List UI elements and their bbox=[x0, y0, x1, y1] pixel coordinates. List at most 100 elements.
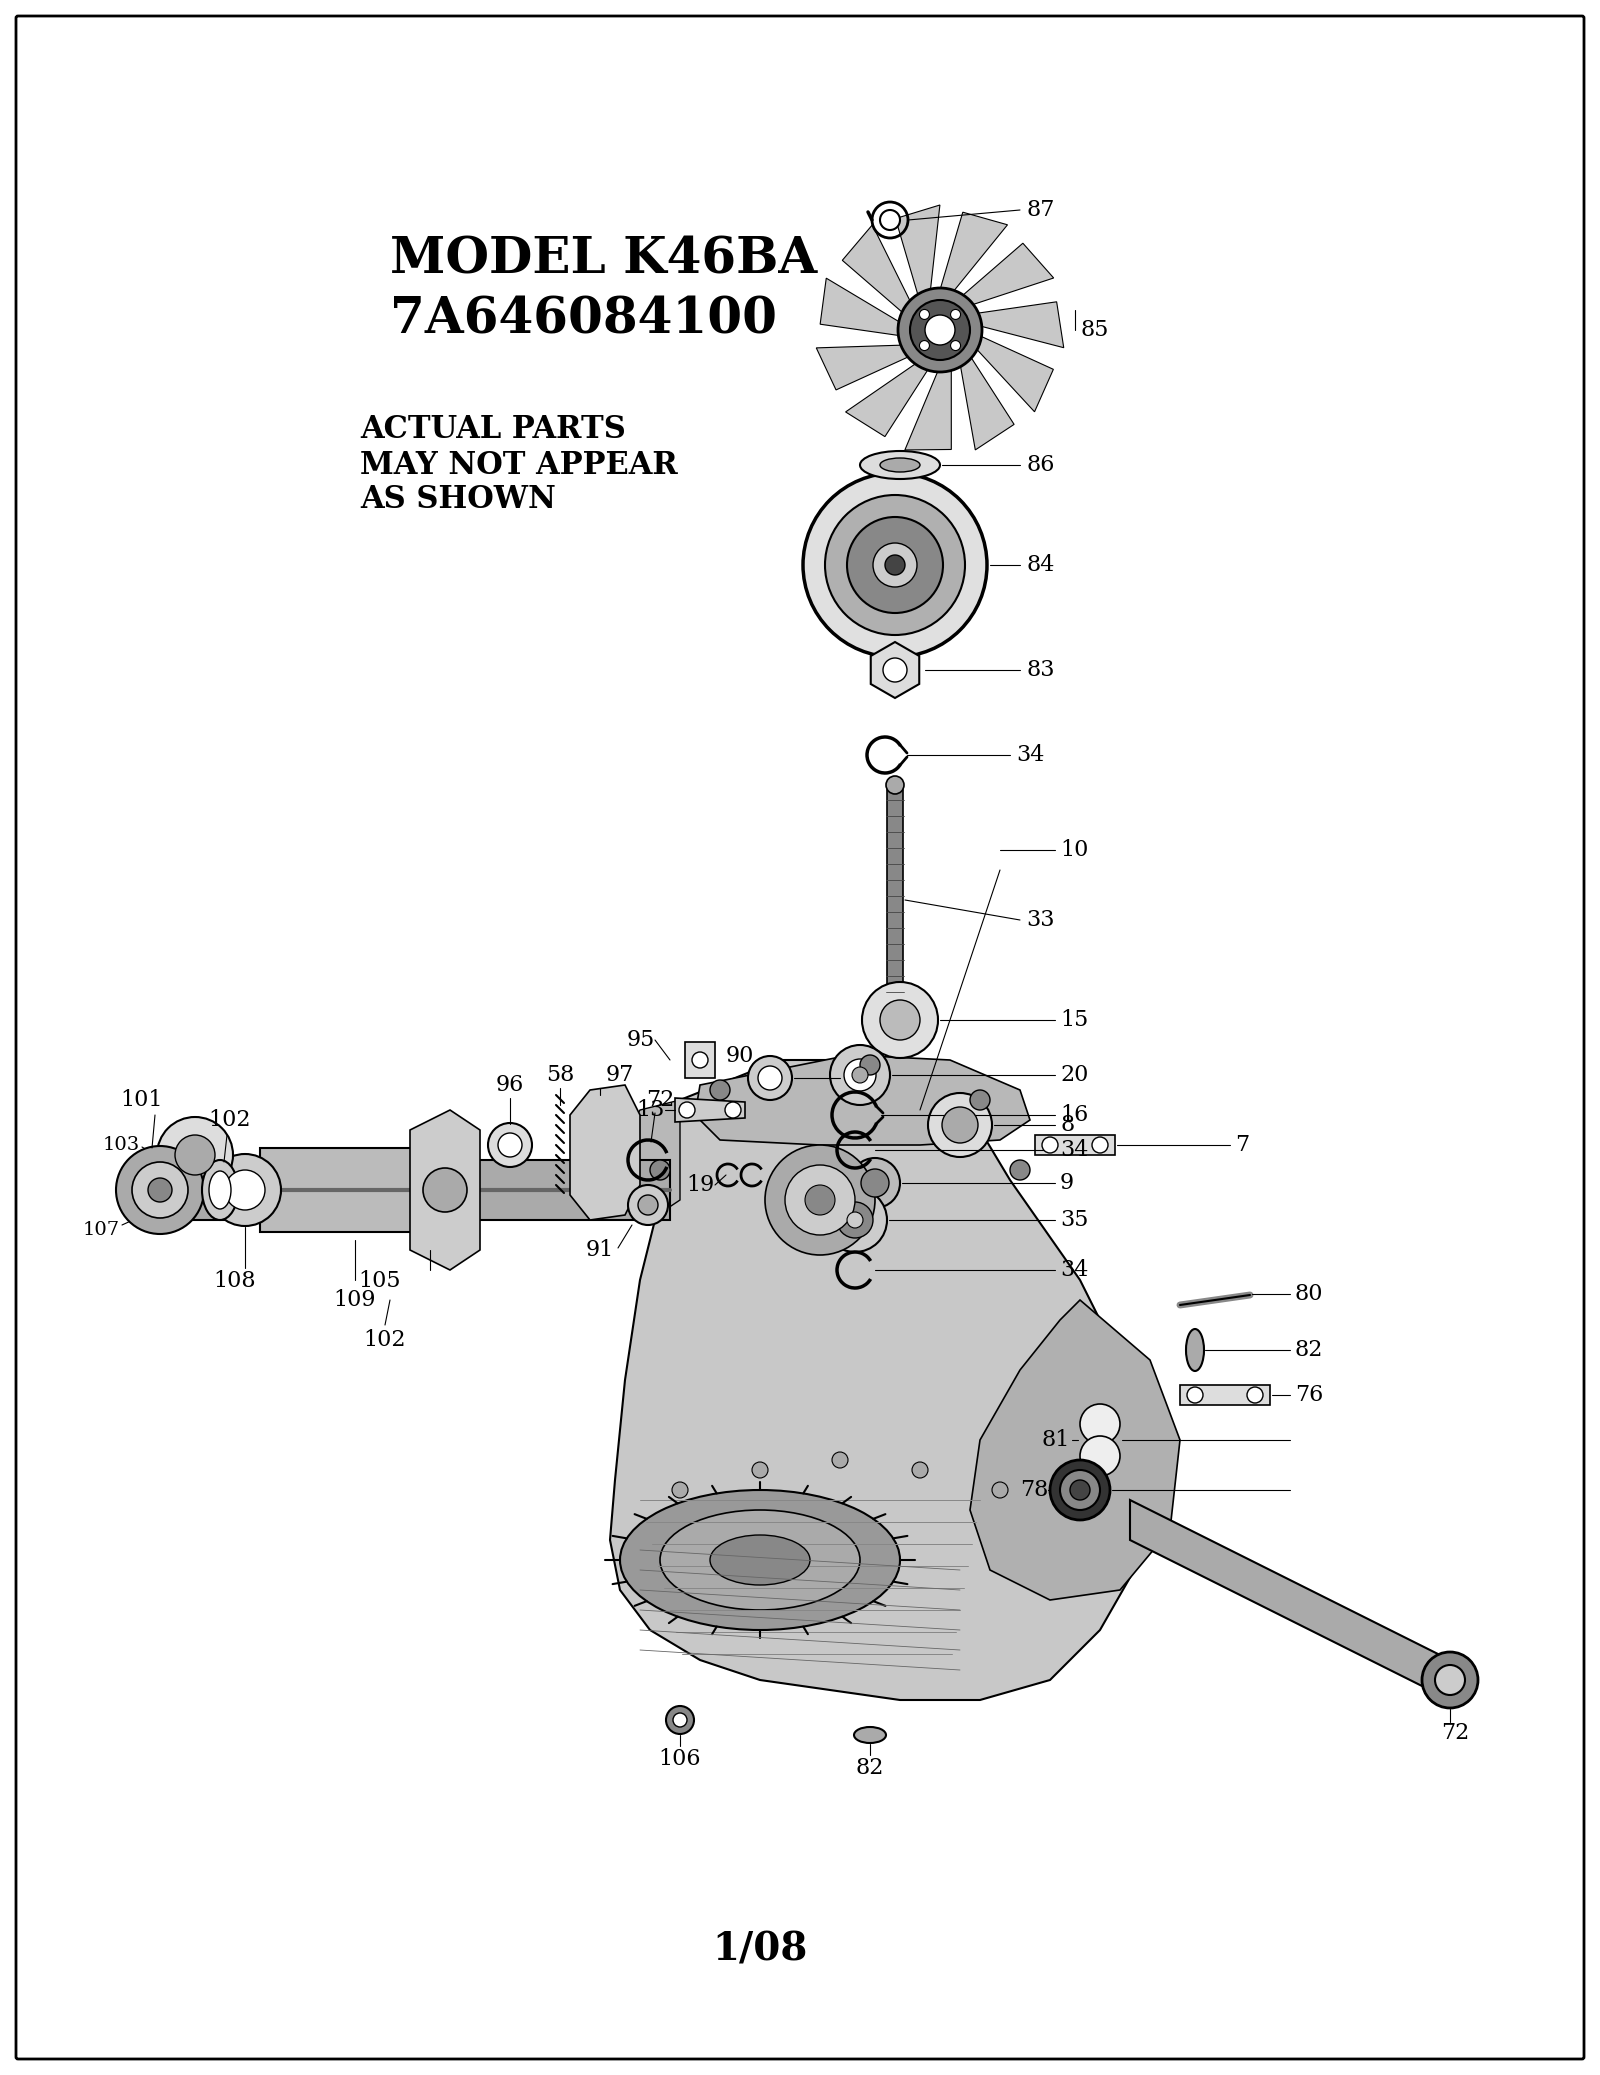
Text: 107: 107 bbox=[83, 1220, 120, 1239]
Polygon shape bbox=[958, 243, 1054, 305]
Circle shape bbox=[830, 1046, 890, 1106]
Text: 58: 58 bbox=[546, 1064, 574, 1085]
Text: 106: 106 bbox=[659, 1747, 701, 1770]
Circle shape bbox=[115, 1145, 205, 1235]
Circle shape bbox=[725, 1102, 741, 1118]
Circle shape bbox=[157, 1116, 234, 1193]
Polygon shape bbox=[614, 1100, 680, 1220]
Text: 1/08: 1/08 bbox=[712, 1932, 808, 1969]
Text: 83: 83 bbox=[1026, 660, 1054, 681]
Circle shape bbox=[883, 658, 907, 683]
Text: 102: 102 bbox=[208, 1108, 251, 1131]
Circle shape bbox=[912, 1463, 928, 1477]
Circle shape bbox=[850, 1158, 899, 1208]
Text: 20: 20 bbox=[1059, 1064, 1088, 1085]
Polygon shape bbox=[906, 363, 952, 450]
Circle shape bbox=[920, 340, 930, 351]
Polygon shape bbox=[570, 1085, 640, 1220]
Polygon shape bbox=[259, 1147, 450, 1233]
Circle shape bbox=[885, 554, 906, 575]
Polygon shape bbox=[845, 361, 931, 436]
Circle shape bbox=[650, 1160, 670, 1181]
Text: AS SHOWN: AS SHOWN bbox=[360, 483, 555, 515]
Polygon shape bbox=[886, 791, 902, 1011]
Text: 33: 33 bbox=[1026, 909, 1054, 932]
Text: 82: 82 bbox=[1294, 1338, 1323, 1361]
Text: 15: 15 bbox=[1059, 1008, 1088, 1031]
Text: 76: 76 bbox=[1294, 1384, 1323, 1407]
Circle shape bbox=[837, 1201, 874, 1239]
Polygon shape bbox=[1130, 1500, 1450, 1699]
Circle shape bbox=[880, 210, 899, 230]
Circle shape bbox=[822, 1189, 886, 1251]
Text: 86: 86 bbox=[1026, 454, 1054, 475]
Ellipse shape bbox=[661, 1511, 861, 1610]
Circle shape bbox=[1422, 1652, 1478, 1708]
Text: 109: 109 bbox=[334, 1289, 376, 1311]
Polygon shape bbox=[842, 224, 912, 317]
Circle shape bbox=[992, 1482, 1008, 1498]
Circle shape bbox=[488, 1123, 531, 1166]
Polygon shape bbox=[821, 278, 906, 336]
Text: MAY NOT APPEAR: MAY NOT APPEAR bbox=[360, 450, 678, 481]
Circle shape bbox=[666, 1706, 694, 1735]
Text: 34: 34 bbox=[1059, 1139, 1088, 1162]
Polygon shape bbox=[694, 1054, 1030, 1145]
Circle shape bbox=[910, 301, 970, 359]
Circle shape bbox=[422, 1168, 467, 1212]
Text: 78: 78 bbox=[1019, 1479, 1048, 1500]
Circle shape bbox=[1246, 1386, 1262, 1403]
Text: 97: 97 bbox=[606, 1064, 634, 1085]
Ellipse shape bbox=[202, 1160, 238, 1220]
Circle shape bbox=[925, 315, 955, 344]
Text: 10: 10 bbox=[1059, 838, 1088, 861]
Ellipse shape bbox=[861, 450, 941, 479]
Polygon shape bbox=[410, 1110, 480, 1270]
Circle shape bbox=[851, 1067, 867, 1083]
Polygon shape bbox=[816, 344, 915, 390]
Circle shape bbox=[674, 1714, 686, 1726]
Circle shape bbox=[1010, 1160, 1030, 1181]
Text: 35: 35 bbox=[1059, 1210, 1088, 1230]
Circle shape bbox=[131, 1162, 189, 1218]
Polygon shape bbox=[939, 212, 1008, 295]
Circle shape bbox=[498, 1133, 522, 1158]
Circle shape bbox=[210, 1154, 282, 1226]
Circle shape bbox=[758, 1067, 782, 1089]
Ellipse shape bbox=[210, 1170, 230, 1210]
Circle shape bbox=[1042, 1137, 1058, 1154]
Circle shape bbox=[226, 1170, 266, 1210]
Circle shape bbox=[1435, 1664, 1466, 1695]
Circle shape bbox=[950, 309, 960, 320]
Text: 8: 8 bbox=[1059, 1114, 1074, 1135]
Text: 90: 90 bbox=[726, 1046, 754, 1067]
Circle shape bbox=[678, 1102, 694, 1118]
Text: ACTUAL PARTS: ACTUAL PARTS bbox=[360, 415, 626, 446]
Text: 96: 96 bbox=[496, 1075, 525, 1096]
Text: 81: 81 bbox=[1042, 1430, 1070, 1450]
Polygon shape bbox=[1181, 1384, 1270, 1405]
Circle shape bbox=[928, 1094, 992, 1158]
Circle shape bbox=[861, 1168, 890, 1197]
Text: 13: 13 bbox=[637, 1100, 666, 1120]
Circle shape bbox=[1080, 1436, 1120, 1475]
Text: 34: 34 bbox=[1016, 745, 1045, 766]
Circle shape bbox=[752, 1463, 768, 1477]
Circle shape bbox=[147, 1179, 173, 1201]
Polygon shape bbox=[960, 353, 1014, 450]
Circle shape bbox=[846, 517, 942, 612]
Text: 82: 82 bbox=[856, 1758, 885, 1778]
Circle shape bbox=[898, 288, 982, 371]
Text: 7: 7 bbox=[1235, 1135, 1250, 1156]
Circle shape bbox=[874, 544, 917, 587]
Text: 85: 85 bbox=[1082, 320, 1109, 340]
Circle shape bbox=[174, 1135, 214, 1174]
Circle shape bbox=[1080, 1405, 1120, 1444]
Text: 101: 101 bbox=[120, 1089, 163, 1110]
Ellipse shape bbox=[854, 1726, 886, 1743]
Circle shape bbox=[710, 1079, 730, 1100]
Polygon shape bbox=[1035, 1135, 1115, 1156]
Ellipse shape bbox=[621, 1490, 899, 1631]
Polygon shape bbox=[685, 1042, 715, 1079]
Text: 108: 108 bbox=[214, 1270, 256, 1293]
